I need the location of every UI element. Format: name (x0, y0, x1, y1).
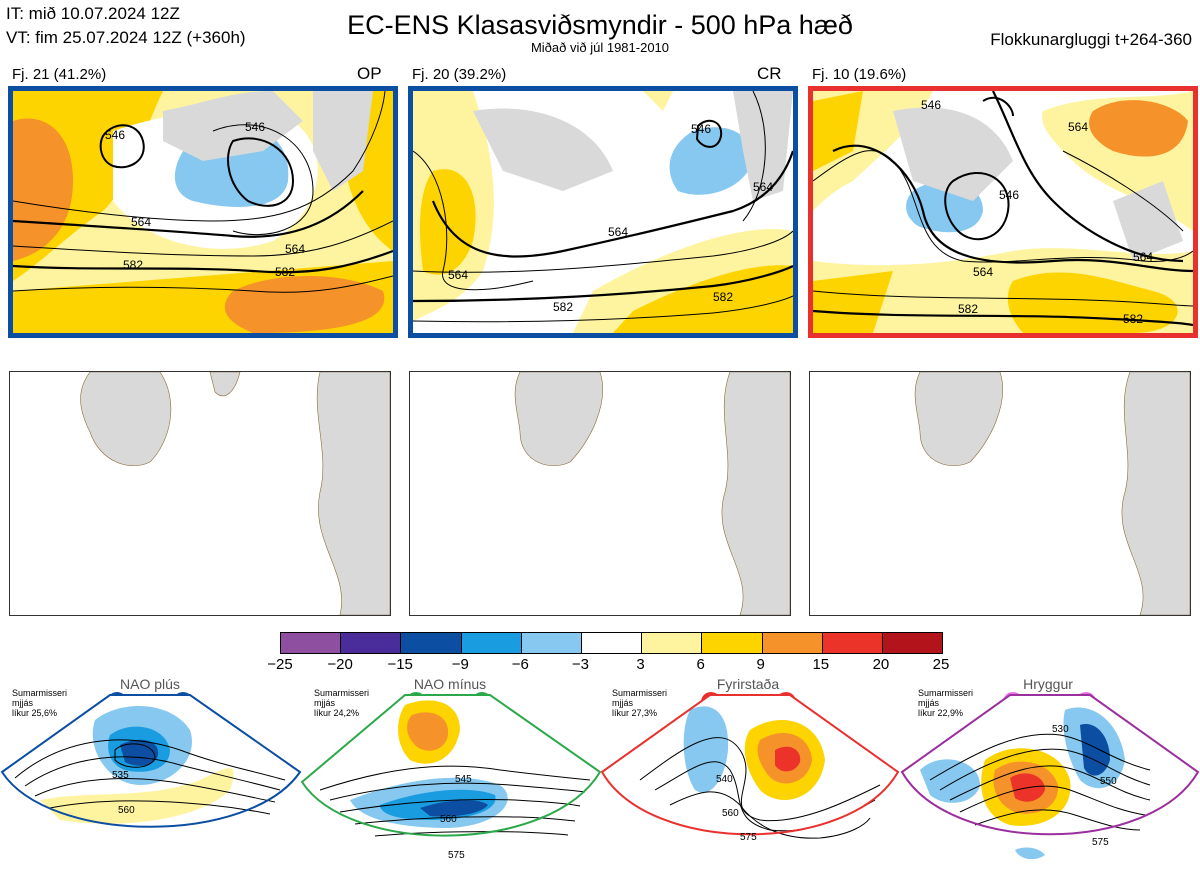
regime-2-name: NAO mínus (413, 676, 487, 692)
colorbar-segment (822, 633, 883, 653)
colorbar-tick-label: −6 (511, 656, 529, 673)
colorbar-tick-label: 9 (756, 656, 765, 673)
regime-4-name: Hryggur (1023, 676, 1073, 692)
contour-label: 582 (275, 265, 295, 279)
regime-2-meta: Sumarmisseri mjjás líkur 24,2% (314, 688, 370, 718)
colorbar-segment (642, 633, 703, 653)
regime-3-meta: Sumarmisseri mjjás líkur 27,3% (612, 688, 668, 718)
colorbar-tick-label: −25 (267, 656, 293, 673)
contour-label: 582 (958, 302, 978, 316)
colorbar-segment (762, 633, 823, 653)
regime-2-label: 575 (448, 850, 465, 861)
regime-3-label: 540 (716, 774, 733, 785)
colorbar-segment (281, 633, 342, 653)
regime-map-blocking: 540 560 575 (600, 694, 900, 843)
regime-2-label: 560 (440, 814, 457, 825)
regime-1-label: 560 (118, 805, 135, 816)
regime-map-ridge: 530 550 575 (900, 694, 1200, 860)
colorbar-tick-label: −3 (571, 656, 589, 673)
contour-label: 564 (1133, 250, 1153, 264)
regime-1-name: NAO plús (120, 676, 180, 692)
colorbar-tick-label: −15 (387, 656, 413, 673)
colorbar-segment (882, 633, 943, 653)
colorbar-segment (461, 633, 522, 653)
regime-map-nao-plus: 535 560 (0, 694, 302, 828)
panel-2-tag: CR (757, 64, 782, 83)
colorbar-tick-label: 3 (636, 656, 645, 673)
regime-3-label: 575 (740, 832, 757, 843)
colorbar-tick-label: −9 (451, 656, 469, 673)
contour-label: 564 (753, 180, 773, 194)
contour-label: 582 (1123, 312, 1143, 326)
colorbar-segment (341, 633, 402, 653)
contour-label: 564 (1068, 120, 1088, 134)
colorbar-segment (521, 633, 582, 653)
regime-3-label: 560 (722, 808, 739, 819)
contour-label: 564 (448, 268, 468, 282)
regime-4-label: 575 (1092, 837, 1109, 848)
classification-window: Flokkunargluggi t+264-360 (990, 30, 1192, 49)
init-time: IT: mið 10.07.2024 12Z (6, 4, 180, 23)
contour-label: 564 (608, 225, 628, 239)
cluster-map-1: 546 546 564 564 582 582 (8, 86, 398, 338)
cluster-map-2: 546 564 564 564 582 582 (408, 86, 798, 338)
regime-1-meta: Sumarmisseri mjjás líkur 25,6% (12, 688, 68, 718)
colorbar-segment (702, 633, 763, 653)
panel-3-title: Fj. 10 (19.6%) (812, 66, 907, 83)
contour-label: 582 (713, 290, 733, 304)
contour-label: 546 (245, 120, 265, 134)
colorbar-tick-label: 25 (932, 656, 950, 673)
empty-map-1 (9, 371, 391, 616)
contour-label: 564 (973, 265, 993, 279)
colorbar-tick-label: 15 (812, 656, 830, 673)
colorbar (280, 632, 943, 654)
regime-2-label: 545 (455, 774, 472, 785)
contour-label: 546 (999, 188, 1019, 202)
contour-label: 564 (285, 242, 305, 256)
contour-label: 546 (691, 122, 711, 136)
contour-label: 582 (123, 258, 143, 272)
regime-3-name: Fyrirstaða (716, 676, 780, 692)
regime-map-nao-minus: 545 560 575 (300, 694, 602, 861)
regime-maps: 535 560 545 560 575 (0, 694, 1200, 861)
contour-label: 546 (921, 98, 941, 112)
panel-1-tag: OP (357, 64, 382, 83)
colorbar-tick-label: −20 (327, 656, 353, 673)
regime-4-label: 530 (1052, 724, 1069, 735)
empty-map-2 (409, 371, 791, 616)
colorbar-tick-label: 20 (872, 656, 890, 673)
regime-4-label: 550 (1100, 776, 1117, 787)
panel-2-title: Fj. 20 (39.2%) (412, 66, 507, 83)
contour-label: 564 (131, 215, 151, 229)
cluster-map-3: 546 564 546 564 564 582 582 (808, 86, 1198, 338)
regime-1-label: 535 (112, 770, 129, 781)
colorbar-segment (401, 633, 462, 653)
panel-1-title: Fj. 21 (41.2%) (12, 66, 107, 83)
page-title: EC-ENS Klasasviðsmyndir - 500 hPa hæð (347, 10, 853, 40)
regime-4-meta: Sumarmisseri mjjás líkur 22,9% (918, 688, 974, 718)
colorbar-tick-label: 6 (696, 656, 705, 673)
contour-label: 582 (553, 300, 573, 314)
empty-map-3 (809, 371, 1191, 616)
valid-time: VT: fim 25.07.2024 12Z (+360h) (6, 28, 246, 47)
contour-label: 546 (105, 128, 125, 142)
colorbar-segment (581, 633, 643, 653)
page-subtitle: Miðað við júl 1981-2010 (530, 40, 670, 55)
